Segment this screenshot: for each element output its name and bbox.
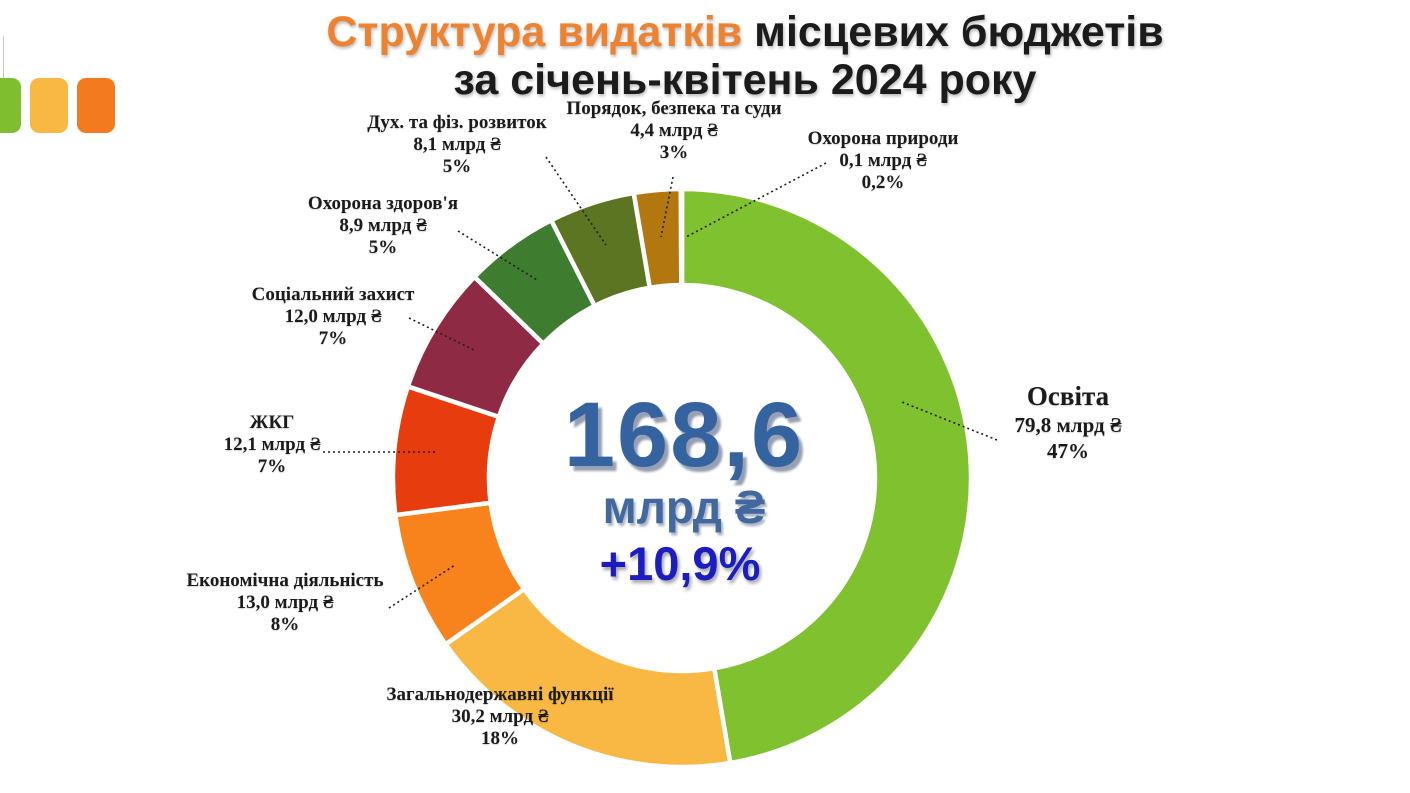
segment-label-ekonomichna_diialnist-seg-value: 13,0 млрд ₴ (236, 592, 334, 613)
segment-label-zahalnoderzhavni_funktsii-seg-name: Загальнодержавні функції (386, 684, 614, 705)
segment-label-okhorona_zdorovia-seg-name: Охорона здоров'я (307, 193, 459, 214)
leader-line-ekonomichna_diialnist (388, 564, 456, 609)
segment-label-poriadok_bezpeka_sudy-seg-pct: 3% (659, 142, 689, 163)
segment-label-ekonomichna_diialnist-seg-pct: 8% (270, 614, 300, 635)
segment-label-dukh_ta_fiz_rozvytok-seg-value: 8,1 млрд ₴ (413, 134, 501, 155)
segment-label-zhkh: ЖКГ 12,1 млрд ₴ 7% (224, 412, 321, 478)
center-growth-badge: +10,9% (599, 537, 761, 590)
segment-label-poriadok_bezpeka_sudy-seg-value: 4,4 млрд ₴ (630, 120, 718, 141)
decor-square-green (0, 78, 21, 133)
segment-label-zhkh-seg-name: ЖКГ (249, 412, 295, 433)
donut-segment-osvita (679, 186, 974, 766)
segment-label-okhorona_zdorovia-seg-pct: 5% (368, 237, 398, 258)
segment-label-sotsialnyi_zakhyst-seg-name: Соціальний захист (251, 284, 415, 305)
title-line2: за січень-квітень 2024 року (453, 56, 1037, 104)
segment-label-okhorona_zdorovia: Охорона здоров'я 8,9 млрд ₴ 5% (308, 193, 458, 259)
segment-label-zahalnoderzhavni_funktsii-seg-value: 30,2 млрд ₴ (451, 706, 549, 727)
segment-label-poriadok_bezpeka_sudy: Порядок, безпека та суди 4,4 млрд ₴ 3% (566, 98, 781, 164)
segment-label-ekonomichna_diialnist: Економічна діяльність 13,0 млрд ₴ 8% (186, 570, 383, 636)
segment-label-osvita-seg-value: 79,8 млрд ₴ (1014, 413, 1122, 437)
segment-label-ekonomichna_diialnist-seg-name: Економічна діяльність (186, 570, 384, 591)
segment-label-sotsialnyi_zakhyst: Соціальний захист 12,0 млрд ₴ 7% (252, 284, 415, 350)
segment-label-okhorona_pryrody-seg-value: 0,1 млрд ₴ (839, 150, 927, 171)
center-total-unit: млрд ₴ (602, 481, 766, 533)
title-highlight: Структура видатків (326, 8, 743, 56)
leader-line-okhorona_zdorovia (457, 230, 538, 281)
decor-square-orange (77, 78, 115, 133)
decor-square-amber (30, 78, 68, 133)
segment-label-zahalnoderzhavni_funktsii-seg-pct: 18% (480, 728, 519, 749)
center-total-value: 168,6 (563, 384, 805, 486)
title-line1: Структура видатків місцевих бюджетів (326, 8, 1163, 56)
segment-label-osvita: Освіта 79,8 млрд ₴ 47% (1014, 381, 1121, 464)
segment-label-zhkh-seg-pct: 7% (257, 456, 287, 477)
segment-label-osvita-seg-pct: 47% (1046, 439, 1089, 463)
leader-line-poriadok_bezpeka_sudy (660, 176, 674, 238)
leader-line-okhorona_pryrody (685, 162, 827, 238)
title-rest: місцевих бюджетів (742, 8, 1164, 56)
segment-label-okhorona_pryrody-seg-name: Охорона природи (807, 128, 959, 149)
segment-label-zahalnoderzhavni_funktsii: Загальнодержавні функції 30,2 млрд ₴ 18% (386, 684, 613, 750)
segment-label-osvita-seg-name: Освіта (1026, 381, 1110, 411)
slide-edge-guide-line (3, 36, 4, 96)
segment-label-okhorona_pryrody-seg-pct: 0,2% (861, 172, 905, 193)
segment-label-dukh_ta_fiz_rozvytok-seg-pct: 5% (442, 156, 472, 177)
segment-label-poriadok_bezpeka_sudy-seg-name: Порядок, безпека та суди (566, 98, 782, 119)
segment-label-zhkh-seg-value: 12,1 млрд ₴ (223, 434, 321, 455)
leader-line-sotsialnyi_zakhyst (408, 317, 475, 351)
segment-label-sotsialnyi_zakhyst-seg-value: 12,0 млрд ₴ (284, 306, 382, 327)
donut-segment-okhorona_pryrody (678, 186, 685, 288)
segment-label-okhorona_pryrody: Охорона природи 0,1 млрд ₴ 0,2% (808, 128, 959, 194)
segment-label-sotsialnyi_zakhyst-seg-pct: 7% (318, 328, 348, 349)
segment-label-dukh_ta_fiz_rozvytok: Дух. та фіз. розвиток 8,1 млрд ₴ 5% (367, 112, 546, 178)
page-title: Структура видатків місцевих бюджетів за … (326, 8, 1163, 104)
segment-label-okhorona_zdorovia-seg-value: 8,9 млрд ₴ (339, 215, 427, 236)
segment-label-dukh_ta_fiz_rozvytok-seg-name: Дух. та фіз. розвиток (367, 112, 547, 133)
leader-line-osvita (901, 401, 998, 441)
